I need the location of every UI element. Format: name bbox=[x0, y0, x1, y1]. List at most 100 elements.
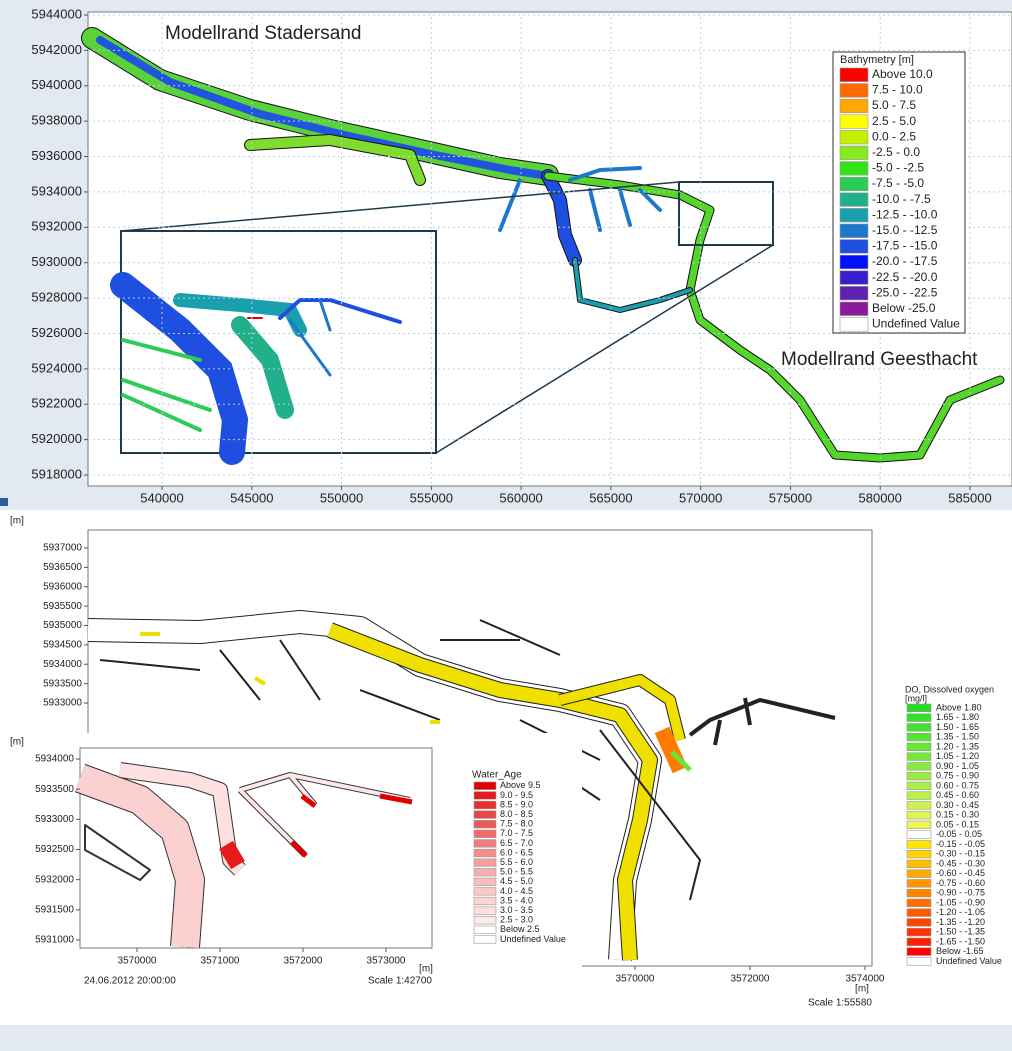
legend-swatch bbox=[474, 878, 496, 886]
legend-swatch bbox=[907, 704, 931, 712]
legend-label: 7.0 - 7.5 bbox=[500, 828, 533, 838]
x-tick-label: 3572000 bbox=[731, 974, 770, 985]
legend-swatch bbox=[474, 830, 496, 838]
legend-swatch bbox=[840, 130, 868, 144]
y-tick-label: 5930000 bbox=[31, 254, 82, 269]
legend-swatch bbox=[840, 177, 868, 191]
x-tick-label: 540000 bbox=[140, 490, 183, 505]
legend-label: -0.75 - -0.60 bbox=[936, 878, 985, 888]
y-tick-label: 5920000 bbox=[31, 431, 82, 446]
legend-label: 8.5 - 9.0 bbox=[500, 799, 533, 809]
legend-swatch bbox=[474, 792, 496, 800]
y-tick-label: 5926000 bbox=[31, 325, 82, 340]
y-tick-label: 5922000 bbox=[31, 396, 82, 411]
legend-swatch bbox=[907, 782, 931, 790]
legend-label: -5.0 - -2.5 bbox=[872, 161, 924, 175]
y-tick-label: 5944000 bbox=[31, 6, 82, 21]
legend-label: 0.30 - 0.45 bbox=[936, 800, 979, 810]
legend-swatch bbox=[840, 115, 868, 129]
x-tick-label: 3572000 bbox=[284, 956, 323, 967]
page: 5944000 5942000 5940000 5938000 5936000 59340… bbox=[0, 0, 1012, 1051]
legend-swatch bbox=[840, 318, 868, 332]
legend-swatch bbox=[907, 850, 931, 858]
legend-swatch bbox=[907, 724, 931, 732]
y-tick-label: 5934000 bbox=[31, 183, 82, 198]
y-tick-label: 5933500 bbox=[43, 678, 82, 689]
legend-label: 6.5 - 7.0 bbox=[500, 838, 533, 848]
legend-label: -0.60 - -0.45 bbox=[936, 868, 985, 878]
legend-swatch bbox=[474, 888, 496, 896]
y-tick-label: 5932000 bbox=[35, 874, 74, 885]
x-tick-label: 545000 bbox=[230, 490, 273, 505]
legend-label: -0.90 - -0.75 bbox=[936, 888, 985, 898]
legend-swatch bbox=[840, 193, 868, 207]
legend-label: -0.15 - -0.05 bbox=[936, 839, 985, 849]
legend-label: -1.50 - -1.35 bbox=[936, 927, 985, 937]
legend-swatch bbox=[840, 224, 868, 238]
x-tick-label: 3570000 bbox=[118, 956, 157, 967]
legend-label: Undefined Value bbox=[500, 934, 566, 944]
legend-swatch bbox=[907, 928, 931, 936]
legend-label: -7.5 - -5.0 bbox=[872, 176, 924, 190]
legend-label: -1.05 - -0.90 bbox=[936, 897, 985, 907]
legend-label: 8.0 - 8.5 bbox=[500, 809, 533, 819]
bathymetry-legend: Above 10.07.5 - 10.05.0 - 7.52.5 - 5.00.… bbox=[833, 52, 965, 333]
annotation: Modellrand Stadersand bbox=[165, 23, 361, 44]
legend-label: Undefined Value bbox=[936, 956, 1002, 966]
legend-swatch bbox=[840, 286, 868, 300]
legend-label: 0.0 - 2.5 bbox=[872, 129, 916, 143]
legend-label: 5.0 - 7.5 bbox=[872, 98, 916, 112]
y-tick-label: 5924000 bbox=[31, 360, 82, 375]
legend-swatch bbox=[907, 880, 931, 888]
legend-swatch bbox=[907, 743, 931, 751]
legend-label: -25.0 - -22.5 bbox=[872, 285, 938, 299]
legend-swatch bbox=[907, 802, 931, 810]
legend-swatch bbox=[840, 240, 868, 254]
figure: 5944000 5942000 5940000 5938000 5936000 59340… bbox=[0, 0, 1012, 1051]
legend-swatch bbox=[474, 840, 496, 848]
legend-label: -22.5 - -20.0 bbox=[872, 270, 938, 284]
legend-label: Above 1.80 bbox=[936, 702, 982, 712]
legend-label: -1.65 - -1.50 bbox=[936, 936, 985, 946]
legend-label: 0.75 - 0.90 bbox=[936, 771, 979, 781]
legend-label: -10.0 - -7.5 bbox=[872, 192, 931, 206]
legend-swatch bbox=[840, 208, 868, 222]
legend-label: 1.50 - 1.65 bbox=[936, 722, 979, 732]
legend-swatch bbox=[907, 909, 931, 917]
legend-swatch bbox=[907, 919, 931, 927]
y-tick-label: 5932500 bbox=[35, 844, 74, 855]
x-tick-label: 570000 bbox=[679, 490, 722, 505]
legend-swatch bbox=[474, 907, 496, 915]
axis-unit: [m] bbox=[855, 984, 869, 995]
legend-title: Bathymetry [m] bbox=[840, 54, 914, 66]
y-tick-label: 5936500 bbox=[43, 562, 82, 573]
x-tick-label: 550000 bbox=[320, 490, 363, 505]
legend-label: Below -25.0 bbox=[872, 301, 936, 315]
axis-unit: [m] bbox=[419, 964, 433, 975]
legend-label: 3.0 - 3.5 bbox=[500, 905, 533, 915]
y-tick-label: 5938000 bbox=[31, 113, 82, 128]
legend-swatch bbox=[907, 958, 931, 966]
legend-swatch bbox=[907, 772, 931, 780]
y-tick-label: 5933000 bbox=[35, 814, 74, 825]
legend-label: 0.15 - 0.30 bbox=[936, 810, 979, 820]
legend-swatch bbox=[907, 821, 931, 829]
legend-swatch bbox=[474, 782, 496, 790]
legend-swatch bbox=[840, 84, 868, 98]
legend-swatch bbox=[474, 897, 496, 905]
legend-swatch bbox=[907, 860, 931, 868]
map-scale: Scale 1:42700 bbox=[368, 976, 432, 987]
y-tick-label: 5931000 bbox=[35, 935, 74, 946]
y-tick-label: 5936000 bbox=[31, 148, 82, 163]
legend-label: 0.60 - 0.75 bbox=[936, 780, 979, 790]
legend-label: Above 9.5 bbox=[500, 780, 541, 790]
y-tick-label: 5940000 bbox=[31, 77, 82, 92]
legend-swatch bbox=[907, 831, 931, 839]
legend-label: 0.05 - 0.15 bbox=[936, 819, 979, 829]
legend-swatch bbox=[474, 801, 496, 809]
y-tick-label: 5928000 bbox=[31, 290, 82, 305]
legend-label: Below -1.65 bbox=[936, 946, 984, 956]
y-tick-label: 5942000 bbox=[31, 42, 82, 57]
legend-swatch bbox=[474, 936, 496, 944]
x-tick-label: 555000 bbox=[410, 490, 453, 505]
